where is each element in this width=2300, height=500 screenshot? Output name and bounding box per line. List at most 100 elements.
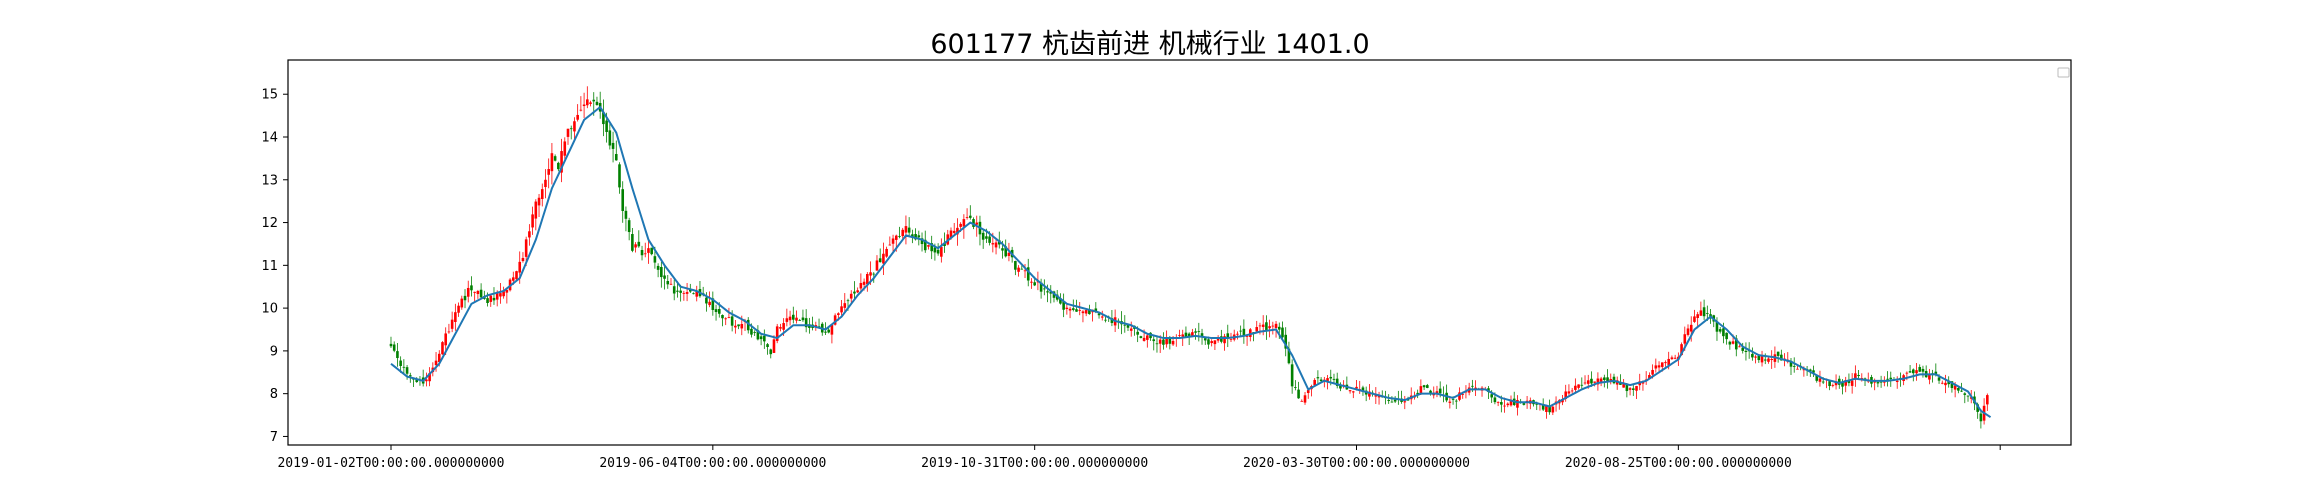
candle-body	[830, 324, 834, 335]
candle-body	[798, 320, 802, 321]
candle-body	[753, 332, 756, 333]
candle-body	[653, 256, 657, 263]
y-axis: 7 8 9 10 11 12 13 14 15	[261, 88, 288, 445]
candle-body	[788, 316, 792, 321]
candle-body	[1693, 316, 1696, 322]
candle-body	[1979, 413, 1983, 422]
candle-body	[1731, 341, 1735, 344]
candle-body	[499, 293, 502, 297]
moving-average-layer	[390, 105, 1992, 419]
candle-body	[605, 120, 608, 132]
x-tick-label: 2019-01-02T00:00:00.000000000	[277, 456, 504, 471]
candle-body	[1660, 362, 1664, 367]
candle-body	[1451, 399, 1455, 400]
candle-body	[1281, 327, 1284, 338]
candle-body	[437, 353, 441, 363]
candle-body	[1718, 329, 1722, 332]
candle-body	[779, 327, 782, 329]
candle-body	[1734, 338, 1738, 350]
candle-body	[962, 219, 966, 227]
candle-body	[1599, 378, 1603, 382]
candle-body	[544, 179, 547, 188]
candle-body	[1754, 356, 1757, 358]
candle-body	[1088, 310, 1091, 315]
candle-body	[1850, 380, 1854, 386]
candle-body	[1751, 353, 1754, 358]
candle-body	[1937, 377, 1941, 381]
candle-body	[1335, 378, 1339, 386]
candles-layer	[389, 86, 1989, 429]
candle-body	[1100, 316, 1104, 318]
candle-body	[1767, 358, 1770, 362]
candle-body	[1516, 399, 1519, 408]
candle-body	[907, 227, 911, 233]
candle-body	[1339, 385, 1342, 389]
candle-body	[1104, 319, 1107, 321]
candle-body	[843, 303, 847, 308]
candle-body	[470, 285, 473, 291]
candle-body	[1229, 339, 1233, 340]
candle-body	[1020, 268, 1024, 270]
candle-body	[534, 201, 538, 219]
candle-body	[1631, 388, 1635, 390]
candle-body	[1287, 348, 1291, 364]
candle-body	[537, 197, 541, 206]
candle-body	[724, 318, 728, 320]
y-tick-label: 10	[261, 302, 278, 317]
candle-body	[804, 318, 808, 328]
candle-body	[521, 257, 525, 262]
candle-body	[434, 360, 438, 366]
candle-body	[576, 114, 579, 120]
candle-body	[891, 238, 895, 244]
candle-body	[1815, 374, 1819, 381]
candle-body	[1837, 378, 1841, 385]
candle-body	[923, 239, 927, 251]
candle-body	[1500, 402, 1503, 405]
candle-body	[602, 112, 605, 125]
candle-body	[1197, 331, 1201, 332]
candle-body	[1841, 381, 1844, 387]
candle-body	[531, 214, 534, 228]
candle-body	[518, 261, 522, 273]
candle-body	[1277, 326, 1281, 330]
candle-body	[730, 316, 734, 326]
candle-body	[1261, 324, 1265, 327]
candle-body	[1741, 347, 1745, 351]
candle-body	[1934, 371, 1938, 375]
candle-body	[1178, 335, 1181, 336]
candle-body	[965, 217, 969, 218]
candle-body	[624, 210, 628, 219]
candle-body	[705, 297, 708, 304]
candle-body	[1448, 401, 1452, 403]
candle-body	[1886, 378, 1889, 380]
candle-body	[959, 223, 962, 227]
candle-body	[627, 220, 631, 233]
candle-body	[1004, 246, 1008, 257]
chart-title: 601177 杭齿前进 机械行业 1401.0	[930, 29, 1370, 60]
candle-body	[405, 367, 409, 374]
candle-body	[1590, 378, 1593, 384]
candle-body	[1001, 248, 1004, 251]
candle-body	[1854, 373, 1857, 380]
candle-body	[511, 277, 515, 281]
candle-body	[1911, 369, 1915, 374]
candle-body	[1641, 382, 1645, 384]
candle-body	[772, 339, 776, 353]
candle-body	[582, 104, 586, 107]
candle-body	[672, 286, 676, 294]
candle-body	[502, 291, 505, 297]
candle-body	[727, 317, 731, 318]
candle-body	[1226, 333, 1230, 338]
candle-body	[1541, 404, 1545, 410]
candle-body	[660, 266, 663, 278]
candle-body	[1187, 333, 1191, 337]
candle-body	[940, 246, 943, 257]
candle-body	[766, 344, 769, 348]
candle-body	[1471, 385, 1474, 387]
candle-body	[1728, 341, 1732, 345]
candle-body	[1670, 357, 1674, 360]
candle-body	[1239, 330, 1242, 332]
candle-body	[1763, 359, 1767, 361]
candle-body	[540, 189, 544, 199]
